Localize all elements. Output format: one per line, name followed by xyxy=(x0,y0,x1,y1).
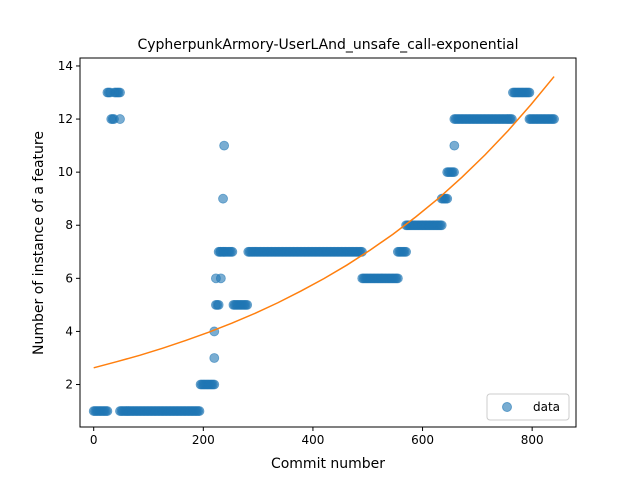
legend-box xyxy=(486,393,570,421)
y-axis: 2 4 6 8 10 12 14 xyxy=(58,59,80,392)
data-point-269 xyxy=(436,220,447,231)
data-point-21 xyxy=(115,87,125,98)
data-point-356 xyxy=(549,114,559,124)
y-tick-label-6: 6 xyxy=(65,271,73,285)
data-point-274 xyxy=(442,193,453,204)
data-point-105 xyxy=(218,193,228,204)
data-point-81 xyxy=(194,406,205,416)
fit-line xyxy=(93,76,555,369)
x-axis: 0 200 400 600 800 xyxy=(90,427,544,447)
data-points xyxy=(88,87,559,416)
data-point-93 xyxy=(209,353,220,363)
data-point-10 xyxy=(102,406,113,416)
data-point-113 xyxy=(227,246,238,257)
x-tick-label-600: 600 xyxy=(411,433,434,447)
y-tick-label-8: 8 xyxy=(65,218,73,232)
data-point-92 xyxy=(209,379,220,390)
x-tick-label-200: 200 xyxy=(192,433,215,447)
data-point-124 xyxy=(242,299,253,310)
data-point-235 xyxy=(392,273,403,284)
x-tick-label-0: 0 xyxy=(90,433,98,447)
axes-frame xyxy=(79,57,577,428)
data-point-280 xyxy=(449,167,459,178)
data-point-242 xyxy=(401,246,411,257)
y-tick-label-14: 14 xyxy=(58,59,73,73)
y-tick-label-12: 12 xyxy=(58,112,73,126)
y-axis-label: Number of instance of a feature xyxy=(31,131,47,355)
chart-title: CypherpunkArmory-UserLAnd_unsafe_call-ex… xyxy=(137,37,518,53)
y-tick-label-10: 10 xyxy=(58,165,73,179)
data-point-98 xyxy=(213,299,224,310)
data-point-337 xyxy=(524,87,535,98)
y-tick-label-4: 4 xyxy=(65,324,73,338)
data-point-22 xyxy=(115,114,125,124)
fit-line-layer xyxy=(93,76,555,369)
y-tick-label-2: 2 xyxy=(65,378,73,392)
x-axis-label: Commit number xyxy=(271,456,385,472)
data-point-324 xyxy=(506,114,517,124)
data-point-101 xyxy=(215,273,226,284)
x-tick-label-400: 400 xyxy=(301,433,324,447)
legend: data xyxy=(486,393,570,421)
data-point-281 xyxy=(449,140,460,151)
x-tick-label-800: 800 xyxy=(521,433,544,447)
legend-label-data: data xyxy=(533,400,560,414)
data-point-106 xyxy=(219,140,230,151)
legend-marker xyxy=(502,402,512,412)
